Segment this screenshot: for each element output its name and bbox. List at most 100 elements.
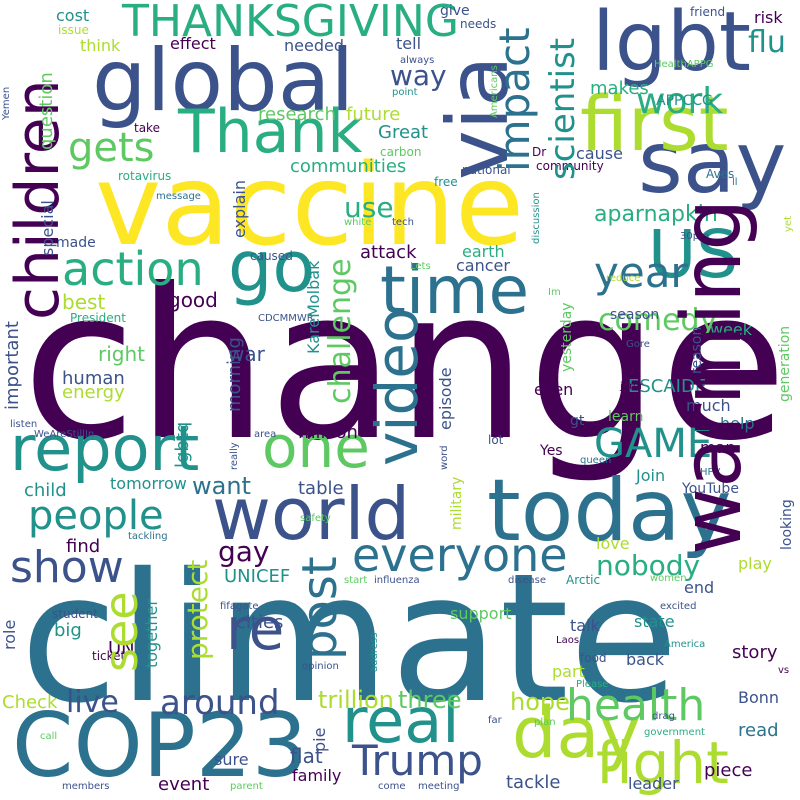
word-global: global [92, 31, 355, 131]
word-health: health [566, 680, 706, 731]
word-healthappg: HealthAPPG [654, 59, 714, 70]
word-support: support [450, 604, 512, 623]
word-thank: Thank [178, 97, 363, 167]
word-way: way [390, 59, 447, 92]
word-family: family [292, 766, 342, 785]
word-together: together [142, 599, 161, 668]
word-white: white [344, 217, 372, 228]
word-gay: gay [218, 535, 270, 568]
word-impact: impact [490, 27, 539, 172]
word-karemolbak: KareMolbak [304, 260, 323, 354]
word-event: event [158, 774, 210, 795]
word-even: even [534, 380, 574, 399]
word-part: part [552, 662, 585, 681]
word-lot: lot [488, 433, 504, 447]
word-vs: vs [778, 665, 790, 676]
word-join: Join [636, 466, 666, 485]
word-communities: communities [290, 156, 407, 177]
word-state: state [634, 612, 675, 631]
word-cancer: cancer [456, 256, 510, 275]
word-vaccine: vaccine [95, 141, 525, 271]
word-drag: drag [652, 711, 675, 722]
word-message: message [156, 191, 201, 202]
word-bonn: Bonn [738, 688, 780, 707]
word-discussion: discussion [531, 192, 542, 244]
word-friend: friend [690, 5, 726, 19]
word-meeting: meeting [418, 781, 460, 792]
word-effect: effect [170, 34, 216, 53]
word-gt: gt [570, 413, 585, 429]
word-made: made [56, 235, 96, 251]
word-tech: tech [392, 217, 414, 228]
word-cop23: COP23 [12, 694, 308, 797]
word-use: use [344, 191, 394, 224]
word-learn: learn [608, 409, 644, 425]
word-comedy: comedy [598, 303, 718, 338]
word-show: show [10, 542, 124, 593]
word-start: start [344, 575, 368, 586]
word-tomorrow: tomorrow [110, 474, 187, 493]
word-yes: Yes [540, 443, 563, 459]
word-human: human [62, 368, 125, 389]
word-check: Check [2, 692, 58, 713]
word-cost: cost [56, 6, 90, 25]
word-risk: risk [754, 8, 783, 27]
word-talk: talk [570, 616, 600, 635]
word-fifagate: fifagate [220, 601, 259, 612]
word-cause: cause [576, 144, 623, 163]
word-day: day [512, 692, 641, 774]
word-action: action [62, 242, 204, 296]
word-man: man [700, 438, 736, 457]
word-issue: issue [58, 23, 89, 37]
word-go: go [228, 226, 316, 308]
word-season: season [610, 307, 660, 323]
word-report: report [10, 412, 200, 485]
word-story: story [732, 642, 778, 663]
word-really: really [229, 442, 240, 470]
word-free: free [434, 175, 458, 189]
word-love: love [596, 534, 630, 553]
word-people: people [28, 493, 164, 539]
word-americans: Americans [489, 65, 500, 118]
word-warming: warming [665, 198, 760, 555]
word-world: world [212, 472, 411, 556]
word-special: special [38, 200, 57, 256]
word-looking: looking [779, 499, 795, 550]
word-youtube: YouTube [682, 481, 739, 497]
word-excited: excited [660, 601, 697, 612]
word-year: year [594, 248, 688, 297]
word-hope: hope [510, 688, 570, 716]
word-wearestillin: WeAreStillIn [34, 429, 95, 440]
word-juror: juror [620, 381, 644, 392]
word-word: word [439, 445, 450, 470]
word-military: military [449, 476, 465, 530]
word-safety: safety [300, 513, 331, 524]
word-fight: fight [596, 729, 729, 797]
word-challenge: challenge [323, 258, 358, 404]
word-live: live [66, 685, 119, 720]
word-ll: ll [732, 177, 738, 188]
word-earth: earth [462, 242, 505, 261]
word-unicef: UNICEF [224, 566, 291, 587]
word-laos: Laos [556, 635, 580, 646]
word-find: find [66, 536, 101, 557]
word-right: right [98, 342, 145, 366]
word-always: always [400, 55, 435, 66]
word-lgbt: lgbt [592, 0, 752, 90]
word-leader: leader [628, 774, 679, 793]
word-influenza: influenza [374, 575, 420, 586]
word-much: much [686, 396, 731, 415]
word-thanksgiving: THANKSGIVING [122, 0, 459, 47]
word-real: real [342, 684, 460, 757]
word-around: around [160, 683, 280, 723]
word-end: end [684, 578, 715, 597]
word-game: GAME [594, 421, 713, 467]
word-please: Please [576, 679, 609, 690]
word-change: change [22, 245, 788, 487]
word-episode: episode [436, 367, 455, 430]
word-aves: Aves [706, 167, 735, 181]
word-everyone: everyone [352, 528, 568, 582]
word-help: help [720, 414, 755, 433]
word-protect: protect [181, 559, 214, 660]
word-community: community [536, 159, 604, 173]
